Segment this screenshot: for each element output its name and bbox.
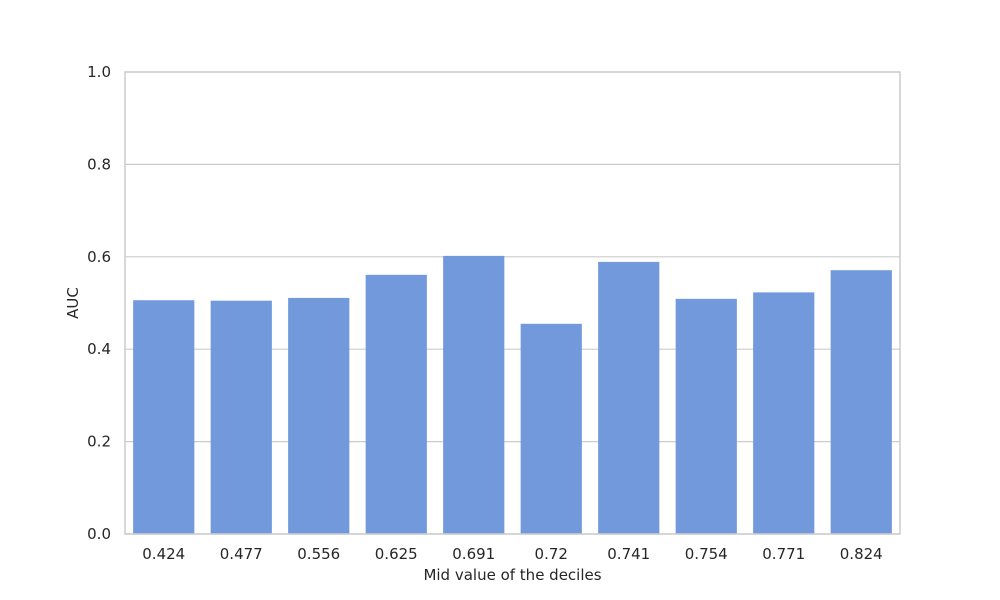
bar	[443, 255, 505, 534]
x-axis-label: Mid value of the deciles	[423, 566, 601, 584]
x-tick-label: 0.691	[452, 545, 495, 563]
x-tick-label: 0.477	[220, 545, 263, 563]
y-tick-label: 0.0	[87, 525, 111, 543]
bar	[365, 274, 427, 534]
x-tick-label: 0.754	[685, 545, 728, 563]
y-axis-label: AUC	[64, 287, 82, 319]
bar	[753, 292, 815, 534]
y-tick-label: 1.0	[87, 63, 111, 81]
x-tick-label: 0.625	[375, 545, 418, 563]
x-tick-label: 0.824	[840, 545, 883, 563]
x-tick-labels: 0.424 0.477 0.556 0.625 0.691 0.72 0.741 0.754 0…	[142, 545, 882, 563]
x-tick-label: 0.72	[535, 545, 568, 563]
x-tick-label: 0.556	[297, 545, 340, 563]
y-tick-labels: 0.0 0.2 0.4 0.6 0.8 1.0	[87, 63, 111, 543]
y-tick-label: 0.2	[87, 433, 111, 451]
x-tick-label: 0.741	[607, 545, 650, 563]
y-tick-label: 0.6	[87, 248, 111, 266]
bar	[288, 297, 350, 534]
y-tick-label: 0.4	[87, 340, 111, 358]
x-tick-label: 0.424	[142, 545, 185, 563]
bar	[520, 323, 582, 534]
bar	[133, 300, 195, 534]
bar	[830, 270, 892, 534]
x-tick-label: 0.771	[762, 545, 805, 563]
bars	[133, 255, 892, 534]
plot-frame	[124, 71, 901, 535]
bar	[210, 300, 272, 534]
y-tick-label: 0.8	[87, 155, 111, 173]
bar	[598, 261, 660, 534]
bar	[675, 298, 737, 534]
